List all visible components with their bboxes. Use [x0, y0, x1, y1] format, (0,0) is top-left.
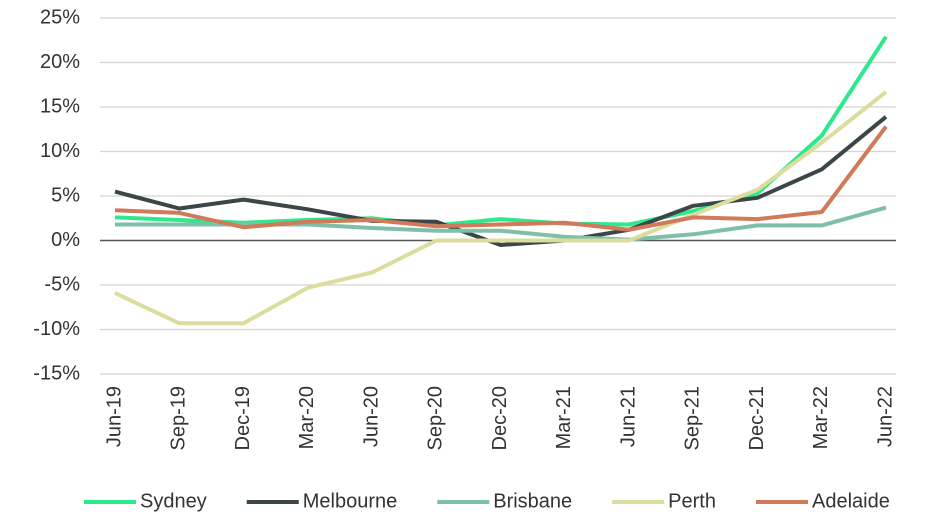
- x-tick-label: Jun-22: [874, 386, 896, 447]
- x-tick-label: Jun-21: [617, 386, 639, 447]
- x-tick-label: Mar-20: [296, 386, 318, 449]
- y-tick-label: -10%: [33, 318, 80, 340]
- legend-label: Perth: [668, 490, 716, 512]
- x-tick-label: Sep-19: [168, 386, 190, 451]
- y-tick-label: 15%: [40, 95, 80, 117]
- legend-label: Brisbane: [493, 490, 572, 512]
- series-line: [114, 35, 888, 228]
- series-line: [114, 125, 888, 232]
- x-tick-label: Mar-21: [553, 386, 575, 449]
- y-tick-label: -5%: [44, 273, 80, 295]
- x-tick-label: Dec-19: [232, 386, 254, 450]
- y-tick-label: -15%: [33, 362, 80, 384]
- y-tick-label: 10%: [40, 140, 80, 162]
- x-tick-label: Sep-20: [425, 386, 447, 451]
- series-line: [115, 205, 887, 242]
- x-tick-label: Dec-20: [489, 386, 511, 450]
- x-tick-label: Mar-22: [810, 386, 832, 449]
- x-tick-label: Sep-21: [682, 386, 704, 451]
- x-tick-label: Dec-21: [746, 386, 768, 450]
- y-tick-label: 20%: [40, 51, 80, 73]
- legend-label: Melbourne: [303, 490, 398, 512]
- y-tick-label: 25%: [40, 6, 80, 28]
- y-tick-label: 0%: [51, 229, 80, 251]
- legend-label: Adelaide: [812, 490, 890, 512]
- x-tick-label: Jun-19: [103, 386, 125, 447]
- series-line: [114, 115, 888, 247]
- series-line: [114, 90, 888, 326]
- y-tick-label: 5%: [51, 184, 80, 206]
- legend-label: Sydney: [140, 490, 207, 512]
- x-tick-label: Jun-20: [360, 386, 382, 447]
